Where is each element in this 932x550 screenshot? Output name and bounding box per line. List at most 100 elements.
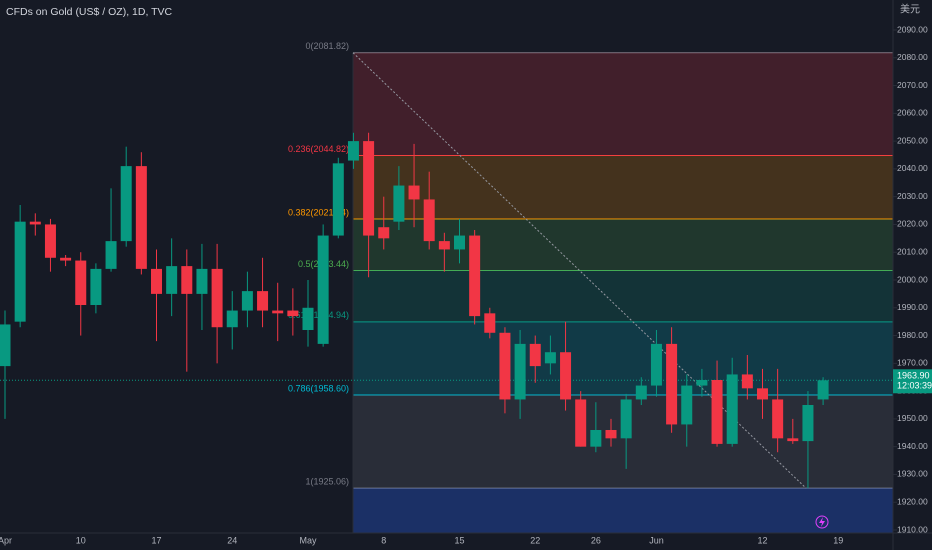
chart-title: CFDs on Gold (US$ / OZ), 1D, TVC	[6, 6, 173, 18]
candle-body	[438, 241, 450, 250]
fib-label: 0(2081.82)	[305, 41, 349, 51]
candle-body	[196, 268, 208, 294]
candle-body	[60, 257, 72, 261]
price-tag-label: 1963.90	[897, 371, 930, 381]
candle-body	[120, 166, 132, 242]
y-tick-label: 2070.00	[897, 80, 928, 90]
candle-body	[650, 343, 662, 386]
candle-body	[393, 185, 405, 222]
y-tick-label: 2010.00	[897, 246, 928, 256]
candle-body	[166, 266, 178, 294]
candle-body	[787, 438, 799, 442]
candle-body	[211, 268, 223, 328]
candle-body	[181, 266, 193, 294]
candle-body	[726, 374, 738, 444]
alert-icon[interactable]	[815, 515, 829, 529]
fib-zones: 0(2081.82) 0.236(2044.82) 0.382(2021.94) 0.…	[288, 41, 893, 533]
fib-zone	[353, 155, 893, 220]
candle-body	[454, 235, 465, 250]
y-tick-label: 1990.00	[897, 302, 928, 312]
candle-body	[408, 185, 420, 200]
candle-body	[302, 307, 314, 330]
alert-icon[interactable]	[819, 517, 825, 527]
y-tick-label: 1910.00	[897, 524, 928, 534]
candle-body	[757, 388, 768, 400]
candle-body	[29, 221, 41, 225]
candle-body	[529, 343, 541, 367]
candle-body	[575, 399, 587, 447]
fib-extension	[353, 488, 893, 533]
candle-body	[257, 291, 269, 311]
x-tick-label: 10	[76, 535, 86, 545]
x-tick-label: Apr	[0, 535, 12, 545]
y-tick-label: 2030.00	[897, 191, 928, 201]
candle-body	[347, 141, 359, 161]
y-tick-label: 2060.00	[897, 108, 928, 118]
fib-label: 0.236(2044.82)	[288, 144, 349, 154]
y-unit-label: 美元	[900, 3, 920, 16]
fib-zone	[353, 270, 893, 322]
x-tick-label: 22	[530, 535, 540, 545]
candle-body	[469, 235, 481, 317]
x-tick-label: 19	[833, 535, 843, 545]
candle-body	[802, 405, 814, 442]
x-tick-label: 24	[227, 535, 237, 545]
y-tick-label: 2050.00	[897, 135, 928, 145]
candle-body	[681, 385, 693, 425]
x-tick-label: Jun	[649, 535, 664, 545]
candle-body	[363, 141, 375, 236]
candle-body	[605, 430, 617, 439]
candle-body	[514, 343, 526, 400]
candle-body	[14, 221, 26, 322]
candle-body	[666, 343, 678, 425]
y-tick-label: 1920.00	[897, 496, 928, 506]
x-tick-label: 17	[151, 535, 161, 545]
candle-body	[590, 430, 602, 447]
fib-label: 0.786(1958.60)	[288, 383, 349, 393]
y-tick-label: 1940.00	[897, 441, 928, 451]
y-tick-label: 1950.00	[897, 413, 928, 423]
y-tick-label: 2000.00	[897, 274, 928, 284]
y-tick-label: 1970.00	[897, 358, 928, 368]
candle-body	[272, 310, 284, 314]
plot	[0, 132, 893, 489]
candle-body	[105, 241, 117, 269]
candle-body	[423, 199, 435, 242]
x-tick-label: 12	[757, 535, 767, 545]
candle-body	[90, 268, 102, 305]
y-tick-label: 2090.00	[897, 24, 928, 34]
candle-body	[332, 163, 344, 236]
candle-body	[317, 235, 329, 344]
candle-body	[287, 310, 299, 317]
candle-body	[772, 399, 784, 439]
candle-body	[711, 380, 723, 444]
fib-label: 0.382(2021.94)	[288, 207, 349, 217]
price-tag	[893, 369, 932, 394]
candle-body	[135, 166, 147, 269]
candle-body	[484, 313, 496, 333]
y-tick-label: 2020.00	[897, 219, 928, 229]
y-tick-label: 2080.00	[897, 52, 928, 62]
trend-line	[352, 52, 807, 489]
candle-body	[75, 260, 87, 305]
candle-body	[560, 352, 572, 400]
x-tick-label: 15	[454, 535, 464, 545]
candle-body	[44, 224, 56, 258]
fib-zone	[353, 52, 893, 156]
candle-body	[378, 227, 390, 239]
x-tick-label: 26	[591, 535, 601, 545]
fib-label: 1(1925.06)	[305, 477, 349, 487]
candle-body	[241, 291, 253, 311]
fib-zone	[353, 321, 893, 395]
candle-body	[620, 399, 632, 439]
y-tick-label: 1980.00	[897, 330, 928, 340]
y-tick-label: 1930.00	[897, 469, 928, 479]
candle-body	[696, 380, 708, 386]
countdown-label: 12:03:39	[897, 381, 932, 391]
candle-body	[817, 380, 829, 400]
x-tick-label: May	[299, 535, 317, 545]
x-tick-label: 8	[381, 535, 386, 545]
candle-body	[0, 324, 11, 367]
